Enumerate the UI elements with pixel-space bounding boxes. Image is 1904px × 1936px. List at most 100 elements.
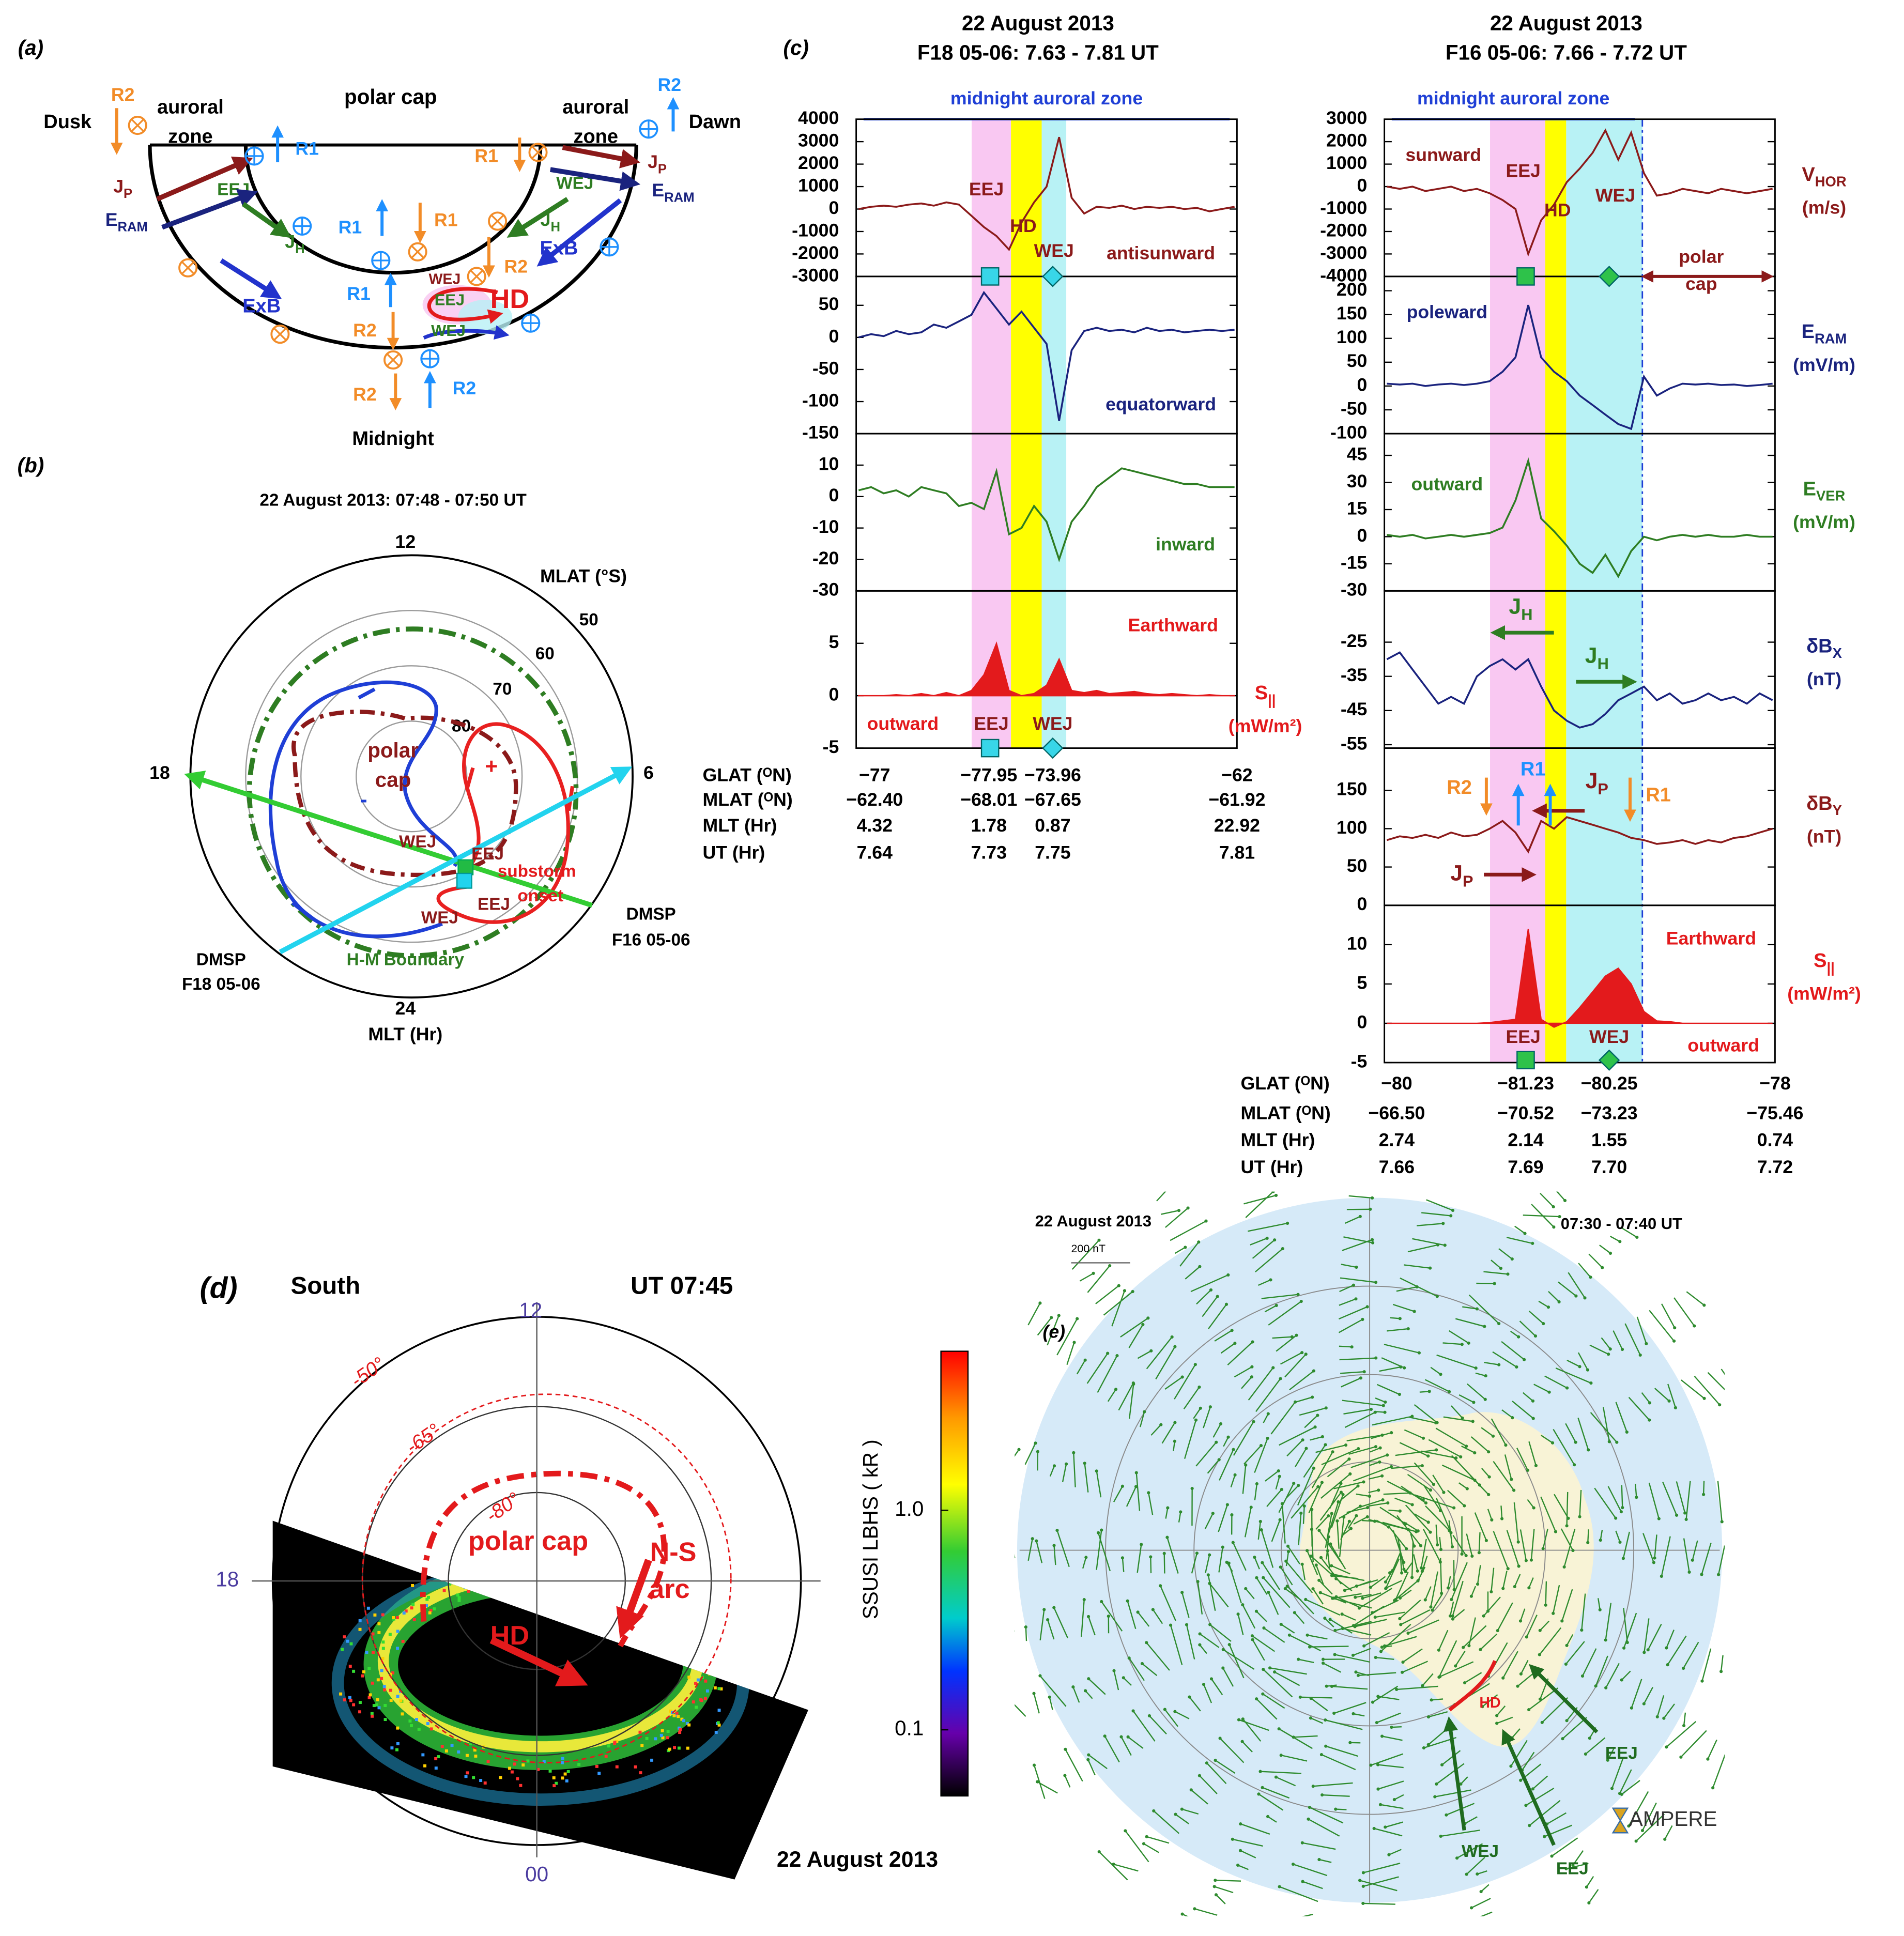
perturbation-vector xyxy=(1566,1634,1574,1646)
label: EEJ xyxy=(1556,1859,1589,1878)
perturbation-vector xyxy=(1311,1698,1328,1711)
table-cell: 7.73 xyxy=(971,842,1007,863)
label-sub: RAM xyxy=(117,220,147,234)
trace xyxy=(1387,128,1773,257)
perturbation-vector xyxy=(1493,1531,1509,1569)
perturbation-tip xyxy=(1554,1530,1558,1533)
table-cell: 2.14 xyxy=(1508,1130,1544,1150)
label: JP xyxy=(648,152,667,177)
perturbation-tip xyxy=(1320,1481,1324,1484)
table-cell: −75.46 xyxy=(1746,1102,1803,1123)
perturbation-tip xyxy=(1430,1698,1433,1702)
perturbation-tip xyxy=(1230,1513,1234,1517)
perturbation-tip xyxy=(1610,1787,1614,1790)
perturbation-tip xyxy=(1547,1390,1551,1394)
perturbation-vector xyxy=(1599,1244,1611,1254)
perturbation-tip xyxy=(1516,1684,1519,1688)
perturbation-vector xyxy=(1204,1513,1214,1529)
perturbation-vector xyxy=(1242,1604,1256,1629)
perturbation-tip xyxy=(1374,1445,1378,1449)
perturbation-tip xyxy=(1165,1535,1169,1539)
perturbation-tip xyxy=(1036,1780,1039,1784)
perturbation-tip xyxy=(1528,1824,1531,1827)
label: arc xyxy=(649,1574,689,1604)
perturbation-vector xyxy=(1086,1353,1109,1384)
perturbation-tip xyxy=(1398,1509,1402,1513)
perturbation-vector xyxy=(1127,1601,1137,1630)
perturbation-vector xyxy=(1220,1343,1236,1354)
y-tick-label: -5 xyxy=(1351,1051,1368,1071)
perturbation-tip xyxy=(1131,1709,1135,1713)
perturbation-vector xyxy=(1389,1564,1397,1574)
perturbation-tip xyxy=(1404,1570,1407,1574)
perturbation-tip xyxy=(1546,1305,1550,1309)
perturbation-tip xyxy=(1405,1547,1408,1550)
perturbation-vector xyxy=(1635,1483,1637,1498)
aurora-pixel xyxy=(713,1686,717,1689)
perturbation-tip xyxy=(1032,1763,1036,1767)
perturbation-tip xyxy=(1151,1608,1155,1611)
perturbation-tip xyxy=(1219,1422,1223,1426)
perturbation-vector xyxy=(1491,1568,1495,1592)
label: R1 xyxy=(474,146,498,166)
aurora-pixel xyxy=(555,1781,558,1785)
perturbation-tip xyxy=(1361,1871,1365,1874)
perturbation-vector xyxy=(1329,1619,1353,1634)
perturbation-tip xyxy=(1544,1603,1547,1607)
perturbation-tip xyxy=(1266,1412,1270,1416)
aurora-pixel xyxy=(401,1639,405,1643)
aurora-pixel xyxy=(510,1770,514,1774)
perturbation-vector xyxy=(1621,1227,1637,1238)
perturbation-vector xyxy=(1430,1571,1438,1607)
perturbation-tip xyxy=(1376,1763,1380,1766)
perturbation-tip xyxy=(1371,1196,1374,1200)
perturbation-tip xyxy=(1278,1885,1281,1888)
perturbation-vector xyxy=(1579,1489,1582,1517)
perturbation-vector xyxy=(1238,1719,1269,1731)
arrow xyxy=(506,197,569,238)
perturbation-tip xyxy=(1550,1854,1554,1858)
perturbation-vector xyxy=(1502,1571,1508,1589)
perturbation-tip xyxy=(1424,1501,1428,1505)
perturbation-vector xyxy=(1039,1609,1045,1640)
label-main: J xyxy=(1450,861,1463,886)
perturbation-vector xyxy=(1346,1507,1368,1513)
perturbation-vector xyxy=(1588,1889,1599,1903)
perturbation-tip xyxy=(1361,1317,1364,1322)
perturbation-vector xyxy=(1129,1384,1134,1419)
perturbation-vector xyxy=(1676,1481,1686,1513)
aurora-pixel xyxy=(367,1696,371,1699)
perturbation-vector xyxy=(1394,1497,1412,1505)
perturbation-tip xyxy=(1314,1563,1318,1567)
aurora-pixel xyxy=(645,1737,649,1740)
perturbation-vector xyxy=(1447,1489,1465,1507)
label: outward xyxy=(1411,473,1483,494)
perturbation-vector xyxy=(1338,1306,1368,1320)
perturbation-tip xyxy=(1317,1529,1321,1532)
perturbation-vector xyxy=(1267,1816,1277,1823)
perturbation-vector xyxy=(1076,1360,1086,1375)
perturbation-tip xyxy=(1451,1208,1455,1212)
axis-unit: (m/s) xyxy=(1802,197,1846,218)
perturbation-tip xyxy=(1083,1358,1087,1362)
label-main: J xyxy=(1509,594,1521,619)
perturbation-tip xyxy=(1401,1661,1405,1664)
perturbation-tip xyxy=(1190,1486,1194,1491)
perturbation-vector xyxy=(1241,1741,1253,1753)
perturbation-tip xyxy=(1249,1505,1253,1509)
label-sub: P xyxy=(658,162,667,176)
perturbation-tip xyxy=(1422,1746,1426,1750)
perturbation-vector xyxy=(1368,1489,1379,1494)
perturbation-tip xyxy=(1277,1727,1281,1731)
arrow xyxy=(358,687,376,700)
aurora-pixel xyxy=(677,1715,680,1718)
aurora-pixel xyxy=(415,1718,418,1722)
perturbation-vector xyxy=(1229,1644,1245,1679)
perturbation-tip xyxy=(1679,1755,1683,1759)
perturbation-tip xyxy=(1096,1531,1100,1534)
perturbation-vector xyxy=(1372,1685,1399,1703)
perturbation-tip xyxy=(1255,1482,1259,1486)
perturbation-tip xyxy=(1214,1758,1217,1762)
perturbation-vector xyxy=(1285,1560,1313,1593)
y-tick-label: -10 xyxy=(812,516,839,537)
